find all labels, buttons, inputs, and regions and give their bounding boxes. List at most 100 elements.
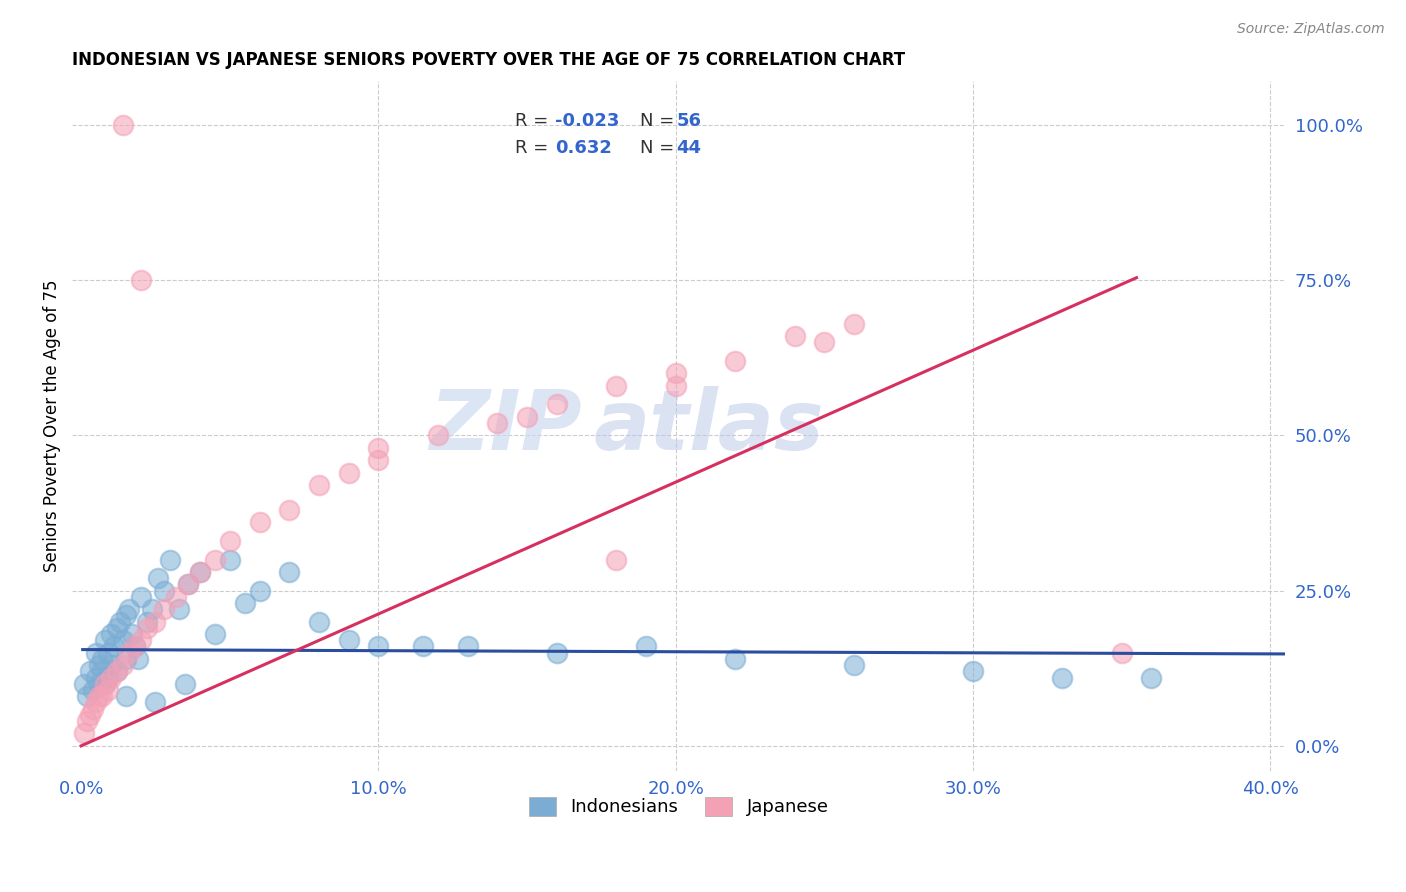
Point — [73, 677, 96, 691]
Point — [412, 640, 434, 654]
Point — [84, 671, 107, 685]
Point — [76, 714, 98, 728]
Point — [1050, 671, 1073, 685]
Text: atlas: atlas — [593, 385, 824, 467]
Point — [724, 652, 747, 666]
Point — [111, 633, 134, 648]
Point — [105, 665, 128, 679]
Point — [124, 640, 146, 654]
Point — [218, 552, 240, 566]
Point — [457, 640, 479, 654]
Point — [76, 689, 98, 703]
Point — [177, 577, 200, 591]
Point — [605, 552, 627, 566]
Point — [249, 583, 271, 598]
Point — [367, 441, 389, 455]
Point — [129, 590, 152, 604]
Point — [367, 453, 389, 467]
Point — [634, 640, 657, 654]
Point — [278, 565, 301, 579]
Point — [82, 701, 104, 715]
Point — [97, 671, 120, 685]
Point — [218, 533, 240, 548]
Point — [605, 378, 627, 392]
Point — [84, 646, 107, 660]
Point — [84, 695, 107, 709]
Point — [516, 409, 538, 424]
Text: ZIP: ZIP — [429, 385, 582, 467]
Point — [962, 665, 984, 679]
Point — [127, 652, 149, 666]
Point — [105, 621, 128, 635]
Point — [153, 602, 176, 616]
Point — [148, 571, 170, 585]
Point — [842, 658, 865, 673]
Point — [665, 378, 688, 392]
Point — [165, 590, 187, 604]
Point — [79, 665, 101, 679]
Point — [546, 646, 568, 660]
Legend: Indonesians, Japanese: Indonesians, Japanese — [522, 789, 837, 823]
Point — [813, 335, 835, 350]
Text: -0.023: -0.023 — [555, 112, 620, 129]
Point — [87, 689, 110, 703]
Point — [426, 428, 449, 442]
Text: INDONESIAN VS JAPANESE SENIORS POVERTY OVER THE AGE OF 75 CORRELATION CHART: INDONESIAN VS JAPANESE SENIORS POVERTY O… — [72, 51, 905, 69]
Text: R =: R = — [515, 112, 554, 129]
Point — [111, 658, 134, 673]
Text: N =: N = — [640, 112, 681, 129]
Point — [121, 627, 143, 641]
Point — [94, 677, 117, 691]
Point — [87, 658, 110, 673]
Point — [108, 615, 131, 629]
Point — [135, 615, 157, 629]
Point — [204, 627, 226, 641]
Point — [141, 602, 163, 616]
Point — [159, 552, 181, 566]
Point — [114, 652, 136, 666]
Point — [278, 503, 301, 517]
Point — [1111, 646, 1133, 660]
Point — [87, 677, 110, 691]
Point — [308, 478, 330, 492]
Point — [177, 577, 200, 591]
Y-axis label: Seniors Poverty Over the Age of 75: Seniors Poverty Over the Age of 75 — [44, 280, 60, 573]
Point — [118, 602, 141, 616]
Point — [94, 633, 117, 648]
Point — [167, 602, 190, 616]
Point — [100, 671, 122, 685]
Text: 44: 44 — [676, 139, 702, 157]
Point — [337, 466, 360, 480]
Point — [91, 665, 114, 679]
Point — [91, 689, 114, 703]
Text: R =: R = — [515, 139, 554, 157]
Point — [129, 273, 152, 287]
Text: 56: 56 — [676, 112, 702, 129]
Text: 0.632: 0.632 — [555, 139, 612, 157]
Point — [665, 366, 688, 380]
Point — [233, 596, 256, 610]
Point — [308, 615, 330, 629]
Point — [145, 695, 167, 709]
Point — [153, 583, 176, 598]
Point — [842, 317, 865, 331]
Point — [188, 565, 211, 579]
Point — [204, 552, 226, 566]
Point — [783, 329, 806, 343]
Point — [337, 633, 360, 648]
Point — [724, 353, 747, 368]
Point — [97, 682, 120, 697]
Point — [79, 707, 101, 722]
Text: Source: ZipAtlas.com: Source: ZipAtlas.com — [1237, 22, 1385, 37]
Point — [1140, 671, 1163, 685]
Point — [114, 689, 136, 703]
Point — [118, 646, 141, 660]
Point — [546, 397, 568, 411]
Point — [135, 621, 157, 635]
Point — [367, 640, 389, 654]
Point — [114, 608, 136, 623]
Point — [73, 726, 96, 740]
Point — [94, 677, 117, 691]
Point — [91, 652, 114, 666]
Text: N =: N = — [640, 139, 681, 157]
